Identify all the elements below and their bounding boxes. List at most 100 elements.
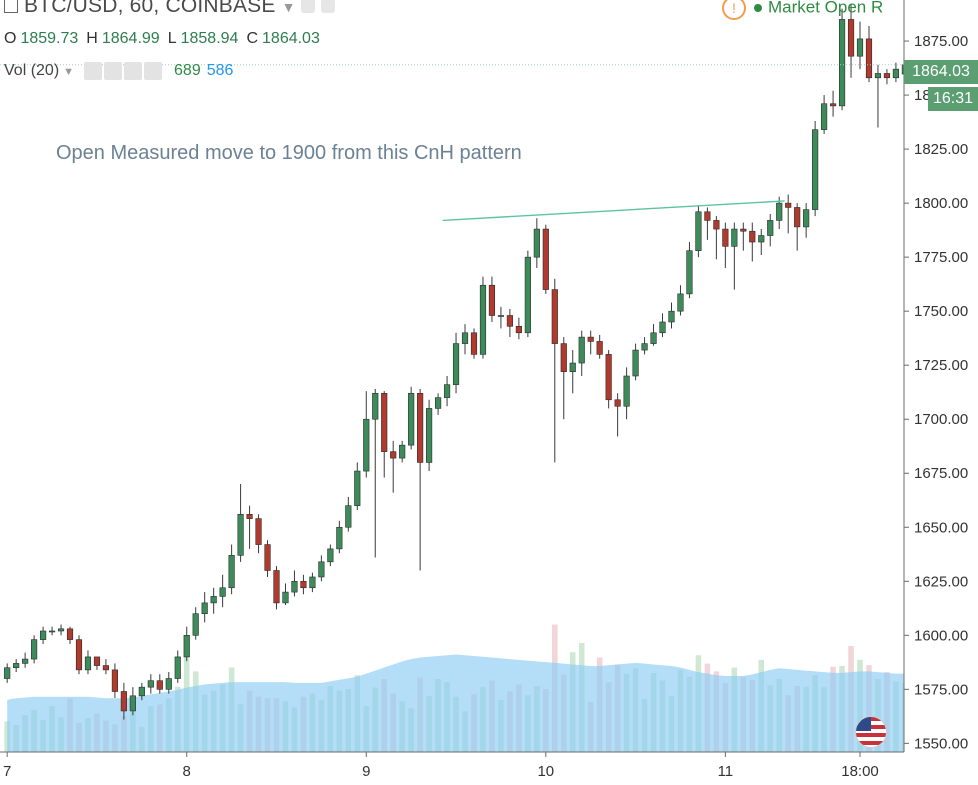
candle-up <box>497 315 505 317</box>
candle-up <box>776 202 783 221</box>
high-value: 1864.99 <box>101 30 160 47</box>
candle-down <box>300 580 307 589</box>
ohlc-values: O 1859.73 H 1864.99 L 1858.94 C 1864.03 <box>4 30 328 48</box>
settings-icon[interactable] <box>104 62 123 80</box>
price-tick-label: 1725.00 <box>914 357 968 374</box>
price-tick-label: 1600.00 <box>914 627 968 644</box>
price-axis[interactable]: 1550.00 1575.00 1600.00 1625.00 1650.00 1675.… <box>904 33 968 752</box>
candle-up <box>731 228 738 247</box>
candle-up <box>668 310 675 323</box>
candle-up <box>4 667 11 679</box>
price-tick-label: 1650.00 <box>914 519 968 536</box>
collapse-icon[interactable] <box>4 0 18 14</box>
warning-icon[interactable]: ! <box>722 0 746 20</box>
candle-down <box>785 202 792 208</box>
time-axis[interactable]: 7 8 9 10 11 18:00 <box>3 752 879 780</box>
candle-down <box>390 451 397 459</box>
volume-layer <box>4 624 908 752</box>
candle-up <box>578 336 585 364</box>
candle-up <box>363 418 370 472</box>
candle-up <box>892 68 900 79</box>
candle-up <box>13 663 20 669</box>
candle-down <box>93 656 101 666</box>
price-tick-label: 1675.00 <box>914 465 968 482</box>
time-tick-label: 9 <box>362 763 370 780</box>
market-status[interactable]: ! Market Open R <box>722 0 883 20</box>
market-status-text: Market Open R <box>768 0 884 17</box>
candle-down <box>713 220 720 230</box>
close-label: C <box>246 30 259 47</box>
volume-value: 689 <box>174 62 201 80</box>
candle-down <box>255 518 262 545</box>
eye-icon[interactable] <box>84 62 103 80</box>
candle-up <box>838 19 846 107</box>
candle-up <box>408 392 415 446</box>
candle-down <box>273 570 280 604</box>
countdown-tag: 16:31 <box>928 87 978 111</box>
candle-down <box>596 341 603 355</box>
candle-down <box>614 399 621 407</box>
time-tick-label: 8 <box>183 763 191 780</box>
candle-up <box>228 555 235 589</box>
candle-down <box>829 103 837 107</box>
candle-up <box>282 591 289 604</box>
low-value: 1858.94 <box>180 30 239 47</box>
add-icon[interactable] <box>124 62 143 80</box>
candle-down <box>515 325 522 334</box>
open-value: 1859.73 <box>20 30 79 47</box>
candle-down <box>749 230 756 243</box>
chevron-down-icon[interactable]: ▼ <box>281 0 296 15</box>
candle-down <box>883 73 891 79</box>
volume-label[interactable]: Vol (20) <box>4 62 60 80</box>
format-icon[interactable] <box>321 0 336 14</box>
candle-up <box>210 596 217 604</box>
candle-up <box>659 321 666 334</box>
candle-up <box>165 678 172 690</box>
candle-up <box>318 561 325 578</box>
candle-down <box>560 343 567 372</box>
candle-up <box>695 211 702 251</box>
volume-ma-area <box>7 654 905 752</box>
candle-up <box>452 343 460 385</box>
candle-down <box>587 336 594 342</box>
candle-down <box>794 207 801 228</box>
candle-up <box>48 630 56 633</box>
candle-down <box>470 332 478 355</box>
price-tick-label: 1875.00 <box>914 33 968 50</box>
candle-down <box>704 211 711 221</box>
symbol-title[interactable]: BTC/USD, 60, COINBASE <box>24 0 276 17</box>
candle-up <box>192 613 199 636</box>
candle-down <box>865 38 873 79</box>
candle-down <box>264 544 271 571</box>
time-tick-label: 18:00 <box>841 763 879 780</box>
candle-down <box>740 228 747 232</box>
settings-icon[interactable] <box>301 0 316 14</box>
candle-up <box>345 505 352 528</box>
candle-up <box>174 656 181 679</box>
candle-up <box>327 548 334 563</box>
candle-up <box>84 656 92 671</box>
candle-down <box>111 669 118 692</box>
candle-up <box>57 628 65 632</box>
candle-down <box>417 392 424 463</box>
candle-down <box>102 665 110 671</box>
candle-up <box>372 392 379 420</box>
close-icon[interactable] <box>144 62 163 80</box>
candle-up <box>354 470 361 506</box>
price-tick-label: 1750.00 <box>914 303 968 320</box>
candle-down <box>542 228 549 290</box>
chart-annotation[interactable]: Open Measured move to 1900 from this CnH… <box>56 142 522 164</box>
volume-ma-value: 586 <box>206 62 234 80</box>
candle-up <box>147 680 154 688</box>
candle-up <box>291 580 298 593</box>
low-label: L <box>167 30 177 47</box>
candle-up <box>479 284 487 355</box>
us-flag-icon[interactable] <box>855 716 887 748</box>
candle-up <box>31 639 38 660</box>
time-tick-label: 7 <box>3 763 11 780</box>
price-tick-label: 1700.00 <box>914 411 968 428</box>
candle-up <box>623 375 630 407</box>
candle-up <box>309 576 316 589</box>
chevron-down-icon[interactable]: ▼ <box>63 66 75 79</box>
